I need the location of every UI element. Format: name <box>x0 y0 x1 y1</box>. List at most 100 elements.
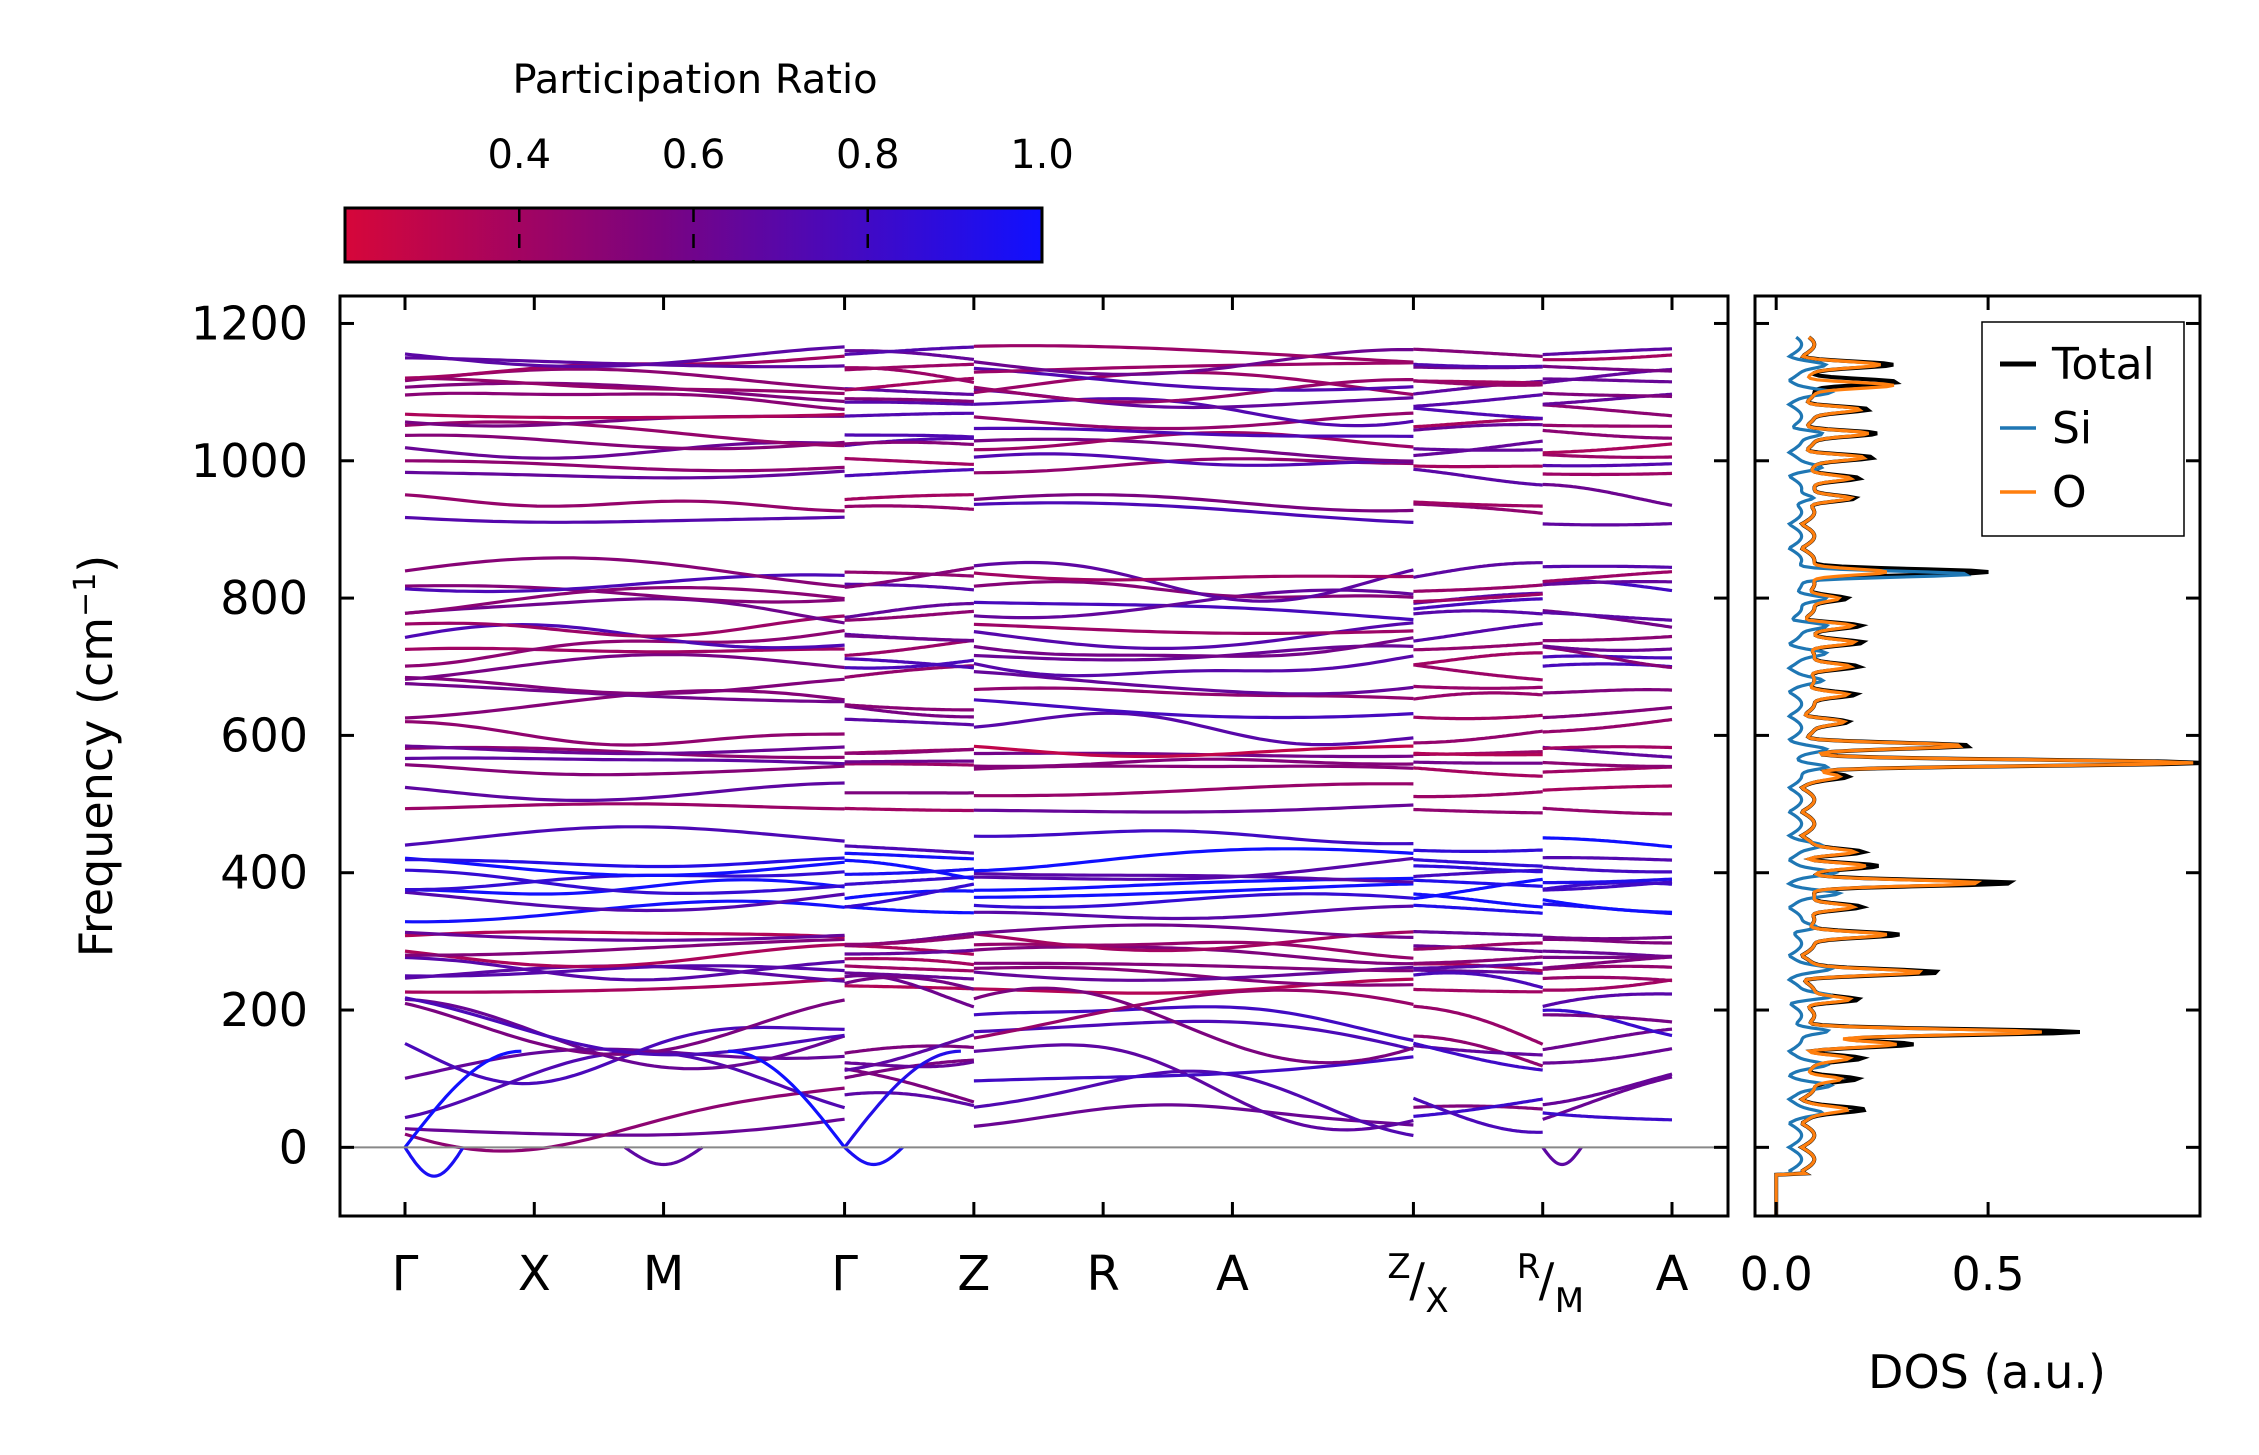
band-line <box>973 437 1414 463</box>
band-line <box>1413 1034 1544 1068</box>
band-line <box>404 720 845 747</box>
band-line <box>844 468 974 478</box>
band-axis-ticks <box>340 296 1728 1216</box>
band-line <box>844 875 975 887</box>
kpoint-label-bottom: M <box>1555 1281 1584 1321</box>
kpoint-label: A <box>1656 1246 1689 1302</box>
band-line <box>1413 406 1543 420</box>
band-line <box>973 501 1414 524</box>
band-line <box>404 998 845 1056</box>
band-line <box>973 457 1414 475</box>
band-line <box>1413 944 1543 954</box>
band-line <box>404 856 845 878</box>
band-line <box>973 744 1414 759</box>
frequency-tick-labels: 0 200 400 600 800 1000 1200 <box>191 296 308 1174</box>
acoustic-branch <box>728 1049 846 1149</box>
band-line <box>404 573 845 594</box>
imaginary-branch <box>843 1146 904 1167</box>
band-line <box>1413 848 1543 854</box>
band-line <box>973 1005 1414 1043</box>
band-line <box>1542 1111 1672 1122</box>
frequency-axis-label-sup: −1 <box>68 573 103 617</box>
band-line <box>404 781 845 803</box>
band-line <box>404 433 845 451</box>
dos-si-line <box>1774 335 1972 1216</box>
band-line <box>1542 423 1672 428</box>
band-line <box>1412 1041 1543 1072</box>
kpoint-label-top: Z <box>1387 1247 1410 1287</box>
band-line <box>844 934 975 947</box>
band-line <box>404 802 845 811</box>
dos-x-tick-label: 0.0 <box>1740 1247 1813 1301</box>
band-line <box>1413 766 1543 778</box>
band-line <box>1542 442 1673 455</box>
band-line <box>404 1025 845 1086</box>
kpoint-label: Γ <box>392 1246 419 1302</box>
band-line <box>1413 968 1543 975</box>
band-line <box>844 867 975 876</box>
kpoint-labels: Γ X M Γ Z R A Z/XR/M A <box>392 1246 1689 1321</box>
band-line <box>404 391 845 411</box>
band-line <box>973 988 1414 1040</box>
band-line <box>973 378 1414 404</box>
band-line <box>1413 467 1543 487</box>
band-line <box>1413 878 1543 888</box>
band-line <box>973 366 1414 392</box>
band-line <box>1413 502 1543 515</box>
band-line <box>404 584 845 604</box>
band-line <box>844 362 974 372</box>
band-line <box>1542 579 1672 587</box>
dos-curves <box>1774 335 2200 1216</box>
band-line <box>1413 941 1543 951</box>
band-line <box>844 703 974 712</box>
band-line <box>973 856 1414 881</box>
band-line <box>973 686 1414 701</box>
band-line <box>1542 880 1673 892</box>
acoustic-branch <box>403 1049 522 1149</box>
band-line <box>844 1044 975 1055</box>
band-line <box>844 345 974 357</box>
band-line <box>844 601 974 619</box>
band-line <box>1413 447 1543 452</box>
band-line <box>1542 745 1672 751</box>
band-line <box>973 923 1414 939</box>
band-line <box>973 986 1414 1065</box>
y-tick-label: 1000 <box>191 434 308 488</box>
dos-x-tick-label: 0.5 <box>1952 1247 2025 1301</box>
band-line <box>1413 713 1543 721</box>
band-line <box>1413 961 1543 970</box>
band-line <box>1542 806 1673 816</box>
band-line <box>844 717 974 727</box>
band-line <box>844 889 974 900</box>
band-line <box>844 609 975 622</box>
band-line <box>973 711 1414 747</box>
band-line <box>1542 471 1673 477</box>
band-line <box>1413 417 1543 429</box>
band-line <box>404 977 845 994</box>
band-line <box>405 459 845 473</box>
band-line <box>1542 836 1673 849</box>
band-line <box>1413 955 1543 965</box>
band-line <box>404 856 845 869</box>
band-line <box>1413 500 1543 508</box>
band-line <box>973 698 1414 720</box>
band-line <box>404 376 845 396</box>
band-line <box>1542 877 1673 885</box>
band-line <box>1413 379 1543 387</box>
band-line <box>1542 610 1673 622</box>
band-line <box>404 955 845 982</box>
band-line <box>973 904 1414 921</box>
dos-plot: 0.0 0.5 DOS (a.u.) Total Si O <box>1740 294 2202 1399</box>
band-line <box>404 493 845 513</box>
band-line <box>1542 855 1673 862</box>
band-line <box>844 973 975 1009</box>
phonon-bands <box>403 344 1673 1178</box>
legend-entries: Total Si O <box>2000 339 2155 518</box>
band-line <box>404 1117 845 1137</box>
band-line <box>973 344 1414 364</box>
band-line <box>844 657 975 670</box>
band-line <box>1413 583 1543 593</box>
kpoint-label-slash: / <box>1409 1253 1425 1307</box>
band-line <box>404 937 845 957</box>
band-line <box>844 964 974 973</box>
